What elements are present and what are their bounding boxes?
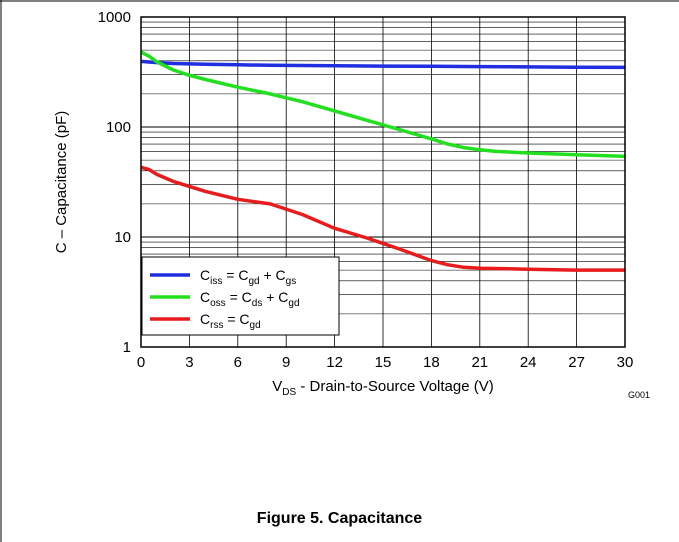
legend-label: Coss = Cds + Cgd <box>200 289 300 309</box>
x-tick-label: 9 <box>282 354 290 371</box>
x-tick-label: 15 <box>375 354 392 371</box>
series-line-3 <box>140 165 625 272</box>
x-tick-label: 30 <box>617 354 634 371</box>
y-tick-label: 100 <box>106 119 131 136</box>
y-tick-label: 1 <box>123 339 131 356</box>
plot-area <box>140 16 626 348</box>
x-axis-label: VDS - Drain-to-Source Voltage (V) <box>272 378 494 398</box>
legend-label: Ciss = Cgd + Cgs <box>200 267 296 287</box>
x-tick-label: 6 <box>234 354 242 371</box>
series-lines <box>140 50 626 272</box>
x-tick-label: 12 <box>326 354 343 371</box>
x-tick-label: 0 <box>137 354 145 371</box>
x-tick-labels: 0 3 6 9 12 15 18 21 24 27 30 <box>137 354 634 371</box>
series-line-1 <box>140 59 626 70</box>
y-tick-labels: 1 10 100 1000 <box>98 9 131 356</box>
x-tick-label: 3 <box>185 354 193 371</box>
x-tick-label: 27 <box>568 354 585 371</box>
legend-label: Crss = Cgd <box>200 311 261 331</box>
y-tick-label: 1000 <box>98 9 131 26</box>
y-tick-label: 10 <box>114 229 131 246</box>
x-tick-label: 24 <box>520 354 537 371</box>
figure-caption: Figure 5. Capacitance <box>256 510 423 527</box>
figure-code: G001 <box>628 390 650 400</box>
y-axis-label: C – Capacitance (pF) <box>53 111 70 254</box>
x-tick-label: 21 <box>471 354 488 371</box>
x-tick-label: 18 <box>423 354 440 371</box>
series-line-2 <box>140 50 626 159</box>
